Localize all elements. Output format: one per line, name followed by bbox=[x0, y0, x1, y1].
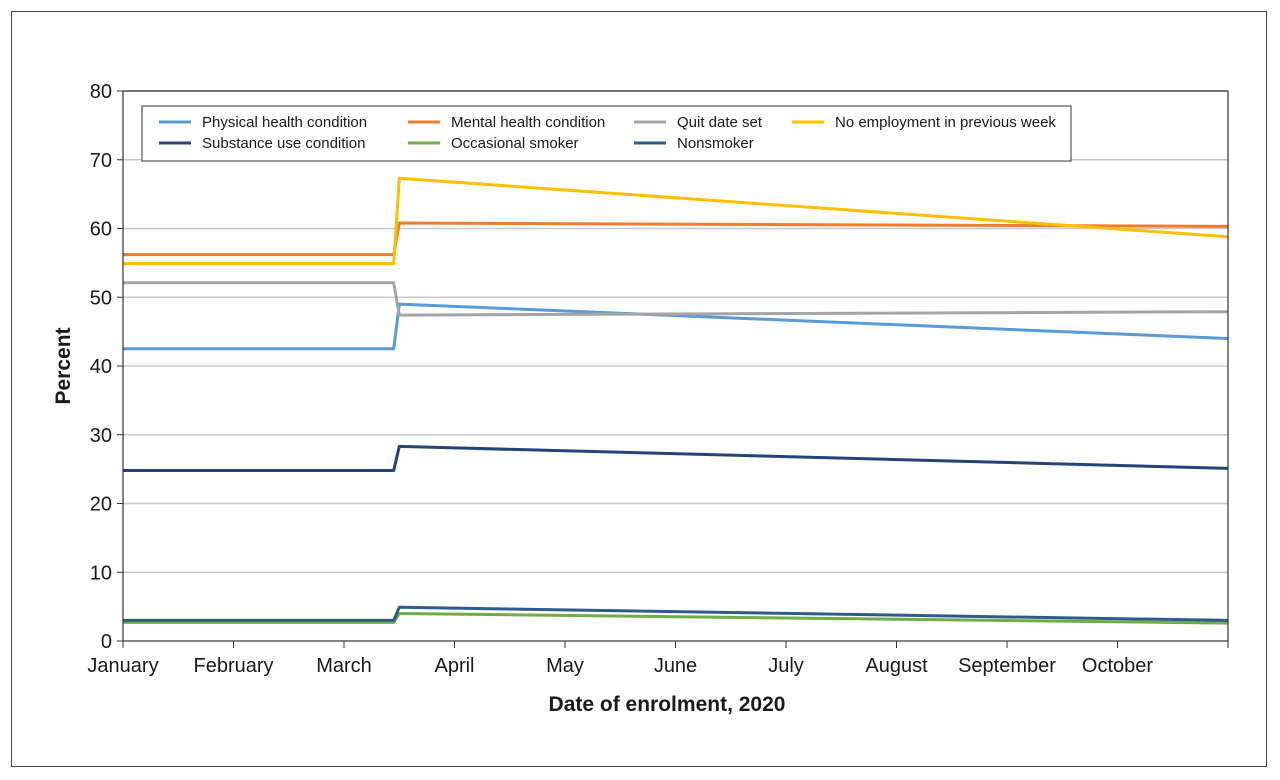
gridlines bbox=[117, 90, 1228, 642]
y-tick-label: 40 bbox=[90, 356, 112, 378]
x-tick-label: March bbox=[316, 655, 372, 677]
series-line-substance-use-condition bbox=[123, 444, 1229, 472]
x-tick-label: August bbox=[865, 655, 928, 677]
legend: Physical health condition Mental health c… bbox=[141, 105, 1072, 162]
x-tick-label: January bbox=[87, 655, 158, 677]
x-tick-labels: January February March April May June July Augu… bbox=[87, 655, 1153, 677]
x-tick-label: October bbox=[1082, 655, 1153, 677]
legend-box bbox=[141, 105, 1072, 162]
y-tick-label: 30 bbox=[90, 425, 112, 447]
x-tick-label: April bbox=[434, 655, 474, 677]
y-tick-label: 60 bbox=[90, 219, 112, 241]
x-tick-label: May bbox=[546, 655, 584, 677]
y-axis-title: Percent bbox=[52, 327, 75, 404]
legend-label: Nonsmoker bbox=[677, 135, 754, 152]
series-lines bbox=[123, 176, 1229, 625]
y-tick-label: 0 bbox=[101, 631, 112, 653]
x-tick-label: February bbox=[193, 655, 273, 677]
y-tick-label: 20 bbox=[90, 494, 112, 516]
figure-frame bbox=[11, 11, 1267, 767]
y-tick-label: 10 bbox=[90, 562, 112, 584]
series-line-mental-health-condition bbox=[123, 221, 1229, 257]
x-tick-label: July bbox=[768, 655, 804, 677]
y-tick-label: 70 bbox=[90, 150, 112, 172]
series-line-nonsmoker bbox=[123, 605, 1229, 622]
y-tick-labels: 0 10 20 30 40 50 60 70 80 bbox=[90, 81, 112, 653]
legend-label: Quit date set bbox=[677, 114, 763, 131]
legend-label: Occasional smoker bbox=[451, 135, 579, 152]
legend-label: No employment in previous week bbox=[835, 114, 1056, 131]
axes bbox=[122, 90, 1229, 648]
y-tick-label: 50 bbox=[90, 287, 112, 309]
series-line-quit-date-set bbox=[123, 281, 1229, 317]
series-line-physical-health-condition bbox=[123, 302, 1229, 351]
x-tick-label: September bbox=[958, 655, 1056, 677]
y-tick-label: 80 bbox=[90, 81, 112, 103]
series-line-no-employment-in-previous-week bbox=[123, 176, 1229, 266]
series-line-occasional-smoker bbox=[123, 612, 1229, 625]
legend-label: Substance use condition bbox=[202, 135, 365, 152]
x-tick-label: June bbox=[654, 655, 697, 677]
x-axis-title: Date of enrolment, 2020 bbox=[549, 693, 786, 716]
legend-label: Physical health condition bbox=[202, 114, 367, 131]
legend-label: Mental health condition bbox=[451, 114, 605, 131]
